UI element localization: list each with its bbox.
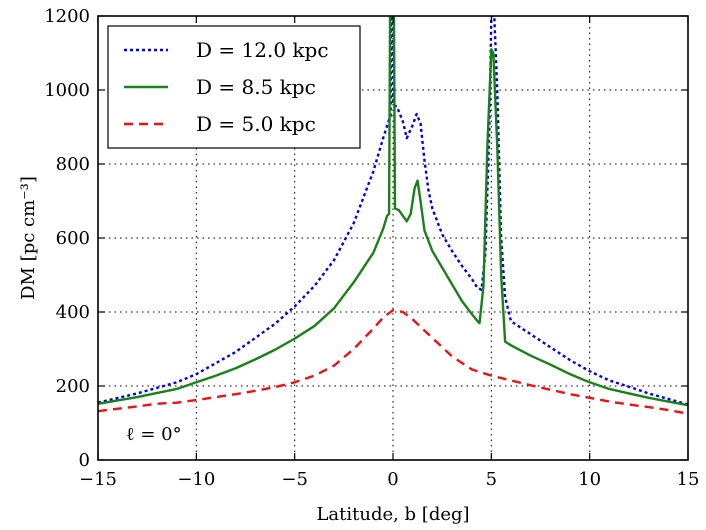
x-tick-label: −15 [79, 469, 117, 490]
series-line-0 [98, 16, 688, 406]
x-tick-label: 5 [486, 469, 497, 490]
x-tick-label: 10 [578, 469, 601, 490]
y-tick-label: 200 [56, 376, 90, 397]
plot-frame [97, 15, 689, 461]
longitude-annotation: ℓ = 0° [126, 424, 182, 445]
legend-label-5kpc: D = 5.0 kpc [196, 112, 316, 136]
y-tick-label: 1200 [44, 6, 90, 27]
legend-label-8-5kpc: D = 8.5 kpc [196, 75, 316, 99]
grid-lines [98, 16, 688, 460]
x-tick-label: 15 [677, 469, 700, 490]
y-tick-label: 600 [56, 228, 90, 249]
legend-label-12kpc: D = 12.0 kpc [196, 38, 329, 62]
series-line-2 [98, 308, 688, 415]
y-tick-labels: 0 200 400 600 800 1000 1200 [44, 6, 90, 471]
x-tick-label: 0 [387, 469, 398, 490]
y-tick-label: 800 [56, 154, 90, 175]
series-lines [98, 16, 688, 415]
x-axis-label: Latitude, b [deg] [316, 504, 469, 525]
legend: D = 12.0 kpc D = 8.5 kpc D = 5.0 kpc [107, 25, 361, 149]
y-tick-label: 400 [56, 302, 90, 323]
x-tick-label: −10 [177, 469, 215, 490]
series-line-1 [98, 16, 688, 407]
x-tick-label: −5 [281, 469, 308, 490]
y-axis-label: DM [pc cm⁻³] [18, 176, 39, 300]
x-tick-labels: −15 −10 −5 0 5 10 15 [79, 469, 699, 490]
y-tick-label: 1000 [44, 80, 90, 101]
y-tick-label: 0 [79, 450, 90, 471]
